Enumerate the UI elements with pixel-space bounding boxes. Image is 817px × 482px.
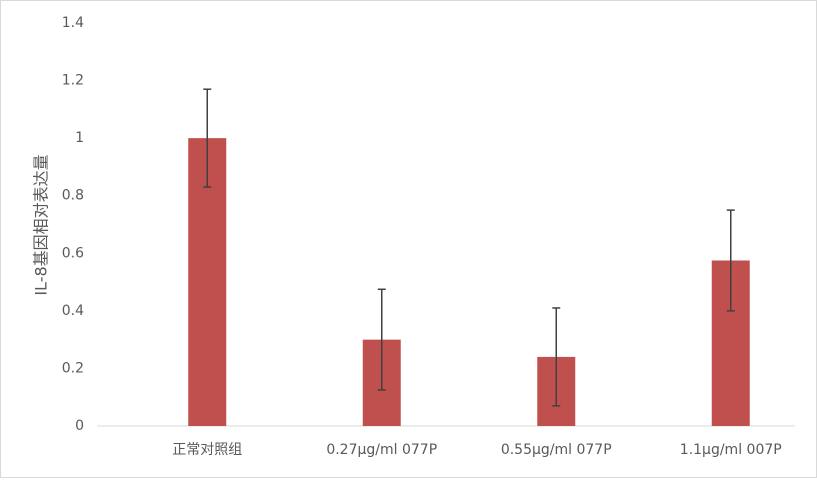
error-bar xyxy=(552,307,561,407)
y-tick-label: 0.6 xyxy=(62,245,84,261)
x-tick-label: 0.27μg/ml 077P xyxy=(326,442,437,458)
x-tick-label: 0.55μg/ml 077P xyxy=(501,442,612,458)
y-tick-label: 1.4 xyxy=(62,15,84,31)
x-tick-label: 1.1μg/ml 007P xyxy=(680,442,782,458)
y-tick-label: 0.4 xyxy=(62,303,84,319)
y-tick-label: 0 xyxy=(75,418,84,434)
error-bar xyxy=(726,209,735,312)
error-bar xyxy=(203,88,212,188)
y-axis-title: IL-8基因相对表达量 xyxy=(32,154,51,295)
y-tick-label: 1.2 xyxy=(62,73,84,89)
y-tick-label: 0.2 xyxy=(62,360,84,376)
x-tick-label: 正常对照组 xyxy=(172,442,242,458)
error-bar xyxy=(377,288,386,391)
y-tick-label: 1 xyxy=(75,130,84,146)
y-tick-label: 0.8 xyxy=(62,188,84,204)
